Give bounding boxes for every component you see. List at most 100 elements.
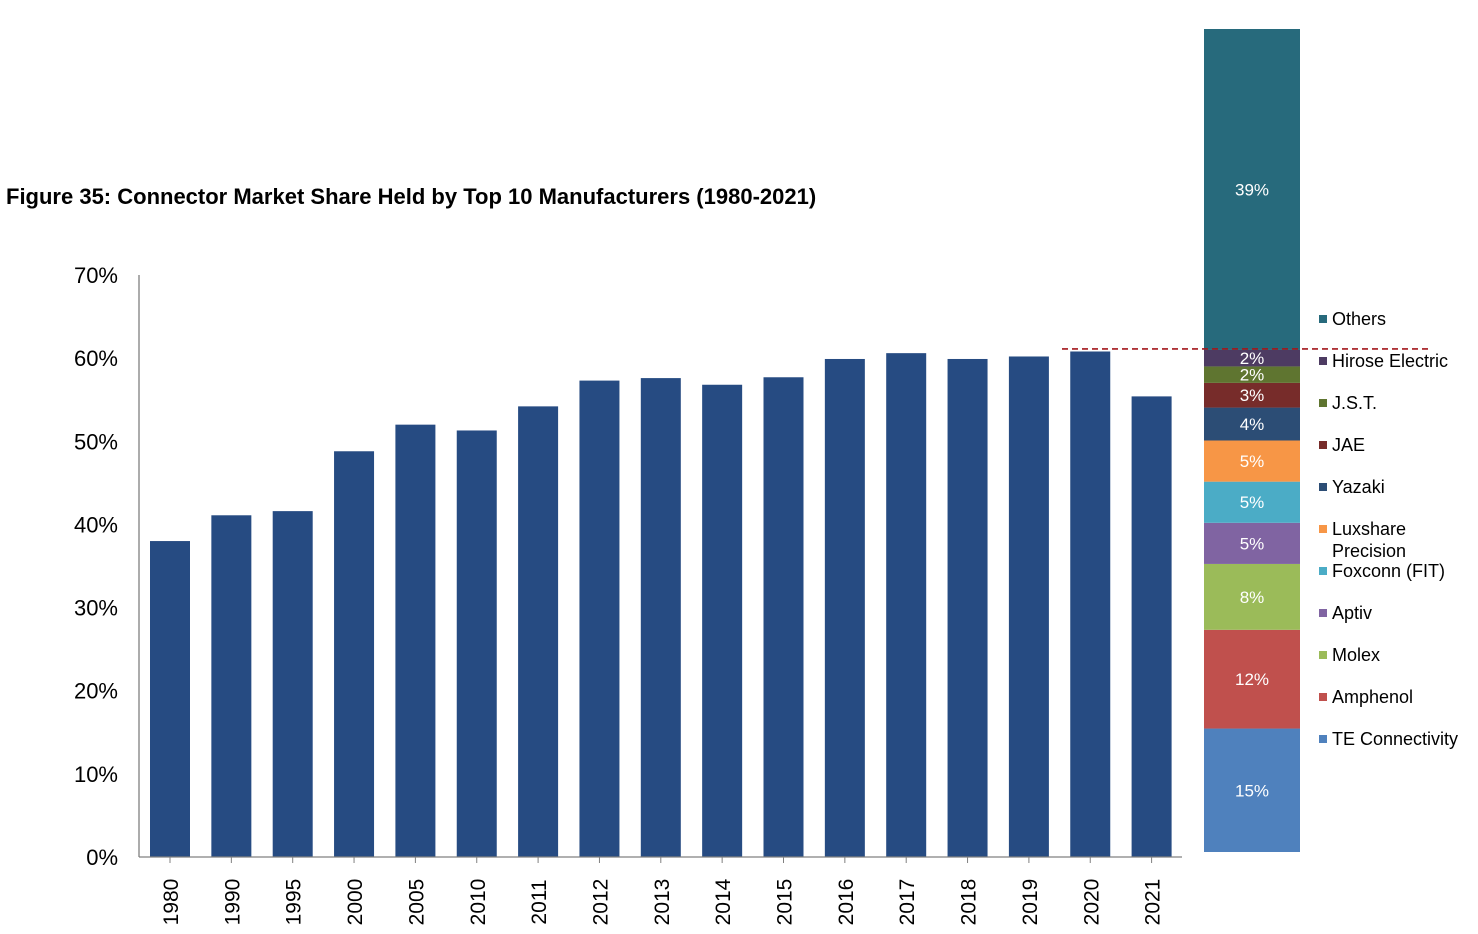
x-tick-label: 2020 <box>1080 879 1103 926</box>
stack-segment-te-connectivity <box>1204 728 1300 852</box>
x-tick-label: 2005 <box>405 879 428 926</box>
x-tick-label: 1995 <box>283 879 306 926</box>
legend-swatch <box>1319 315 1327 323</box>
legend-label: Aptiv <box>1332 603 1372 623</box>
segment-label: 5% <box>1240 493 1265 512</box>
stack-segment-hirose-electric <box>1204 349 1300 367</box>
legend-item: Yazaki <box>1319 477 1385 497</box>
segment-label: 39% <box>1235 180 1269 199</box>
x-tick-label: 2021 <box>1142 879 1165 926</box>
legend-label: JAE <box>1332 435 1365 455</box>
legend-label: Others <box>1332 309 1386 329</box>
segment-label: 5% <box>1240 534 1265 553</box>
bar-2021 <box>1131 396 1172 857</box>
segment-label: 3% <box>1240 386 1265 405</box>
legend-item: Aptiv <box>1319 603 1372 623</box>
x-tick-label: 2000 <box>344 879 367 926</box>
x-axis: 1980 1990 1995 2000 2005 2010 2011 2012 2013 2014… <box>139 856 1182 926</box>
y-tick-label: 20% <box>74 679 118 704</box>
legend-swatch <box>1319 525 1327 533</box>
legend-label: Precision <box>1332 541 1406 561</box>
bar-2010 <box>456 430 497 857</box>
x-tick-label: 2010 <box>467 879 490 926</box>
stack-segment-j-s-t- <box>1204 366 1300 383</box>
legend-swatch <box>1319 651 1327 659</box>
x-tick-label: 2013 <box>651 879 674 926</box>
legend-label: Hirose Electric <box>1332 351 1448 371</box>
legend-swatch <box>1319 609 1327 617</box>
bar-2005 <box>395 424 436 857</box>
y-tick-label: 10% <box>74 762 118 787</box>
legend-label: Luxshare <box>1332 519 1406 539</box>
legend-swatch <box>1319 441 1327 449</box>
bar-2020 <box>1070 351 1111 857</box>
bar-2000 <box>334 451 375 857</box>
bar-2013 <box>640 378 681 857</box>
stack-segment-luxshare-precision <box>1204 440 1300 482</box>
bar-2011 <box>518 406 559 857</box>
legend-item: Hirose Electric <box>1319 351 1448 371</box>
legend-label: Amphenol <box>1332 687 1413 707</box>
legend-item: Molex <box>1319 645 1380 665</box>
x-tick-label: 2011 <box>528 879 551 924</box>
legend-label: Yazaki <box>1332 477 1385 497</box>
x-tick-label: 2015 <box>774 879 797 926</box>
y-tick-label: 50% <box>74 429 118 454</box>
legend-label: Foxconn (FIT) <box>1332 561 1445 581</box>
segment-label: 8% <box>1240 588 1265 607</box>
legend-item: JAE <box>1319 435 1365 455</box>
segment-label: 5% <box>1240 452 1265 471</box>
bar-2017 <box>886 353 927 857</box>
legend-swatch <box>1319 735 1327 743</box>
bar-2015 <box>763 377 804 857</box>
legend: Others Hirose Electric J.S.T. JAE Yazaki Luxs… <box>1319 309 1458 749</box>
stack-segment-yazaki <box>1204 407 1300 441</box>
stack-segment-amphenol <box>1204 629 1300 729</box>
legend-item: J.S.T. <box>1319 393 1377 413</box>
bar-2016 <box>824 358 865 857</box>
segment-label: 2% <box>1240 366 1265 385</box>
bar-2012 <box>579 380 620 857</box>
y-tick-label: 40% <box>74 512 118 537</box>
x-tick-label: 1980 <box>160 879 183 926</box>
stack-segment-molex <box>1204 563 1300 630</box>
bar-1995 <box>272 511 313 857</box>
legend-swatch <box>1319 693 1327 701</box>
legend-swatch <box>1319 483 1327 491</box>
y-tick-label: 70% <box>74 263 118 288</box>
x-tick-label: 1990 <box>221 879 244 926</box>
x-tick-label: 2019 <box>1019 879 1042 926</box>
stack-segment-others <box>1204 29 1300 350</box>
segment-label: 12% <box>1235 670 1269 689</box>
y-axis: 0% 10% 20% 30% 40% 50% 60% 70% <box>74 263 140 870</box>
segment-label: 15% <box>1235 781 1269 800</box>
bar-1980 <box>150 541 190 857</box>
segment-label: 4% <box>1240 415 1265 434</box>
x-tick-label: 2012 <box>589 879 612 926</box>
legend-item: Foxconn (FIT) <box>1319 561 1445 581</box>
segment-label: 2% <box>1240 349 1265 368</box>
bar-2018 <box>947 358 988 857</box>
y-tick-label: 60% <box>74 346 118 371</box>
legend-item: Amphenol <box>1319 687 1413 707</box>
bar-2019 <box>1008 356 1049 857</box>
legend-label: Molex <box>1332 645 1380 665</box>
legend-label: TE Connectivity <box>1332 729 1458 749</box>
bar-2014 <box>702 384 743 857</box>
legend-item: Others <box>1319 309 1386 329</box>
bar-series <box>150 351 1172 857</box>
stacked-share-bar: 15%12%8%5%5%5%4%3%2%2%39% <box>1062 29 1432 852</box>
bar-1990 <box>211 515 252 857</box>
legend-label: J.S.T. <box>1332 393 1377 413</box>
x-tick-label: 2017 <box>896 879 919 926</box>
legend-swatch <box>1319 567 1327 575</box>
legend-swatch <box>1319 357 1327 365</box>
y-tick-label: 0% <box>86 845 118 870</box>
stack-segment-jae <box>1204 382 1300 408</box>
legend-swatch <box>1319 399 1327 407</box>
chart-title: Figure 35: Connector Market Share Held b… <box>6 184 817 209</box>
x-tick-label: 2014 <box>712 878 735 925</box>
y-tick-label: 30% <box>74 596 118 621</box>
